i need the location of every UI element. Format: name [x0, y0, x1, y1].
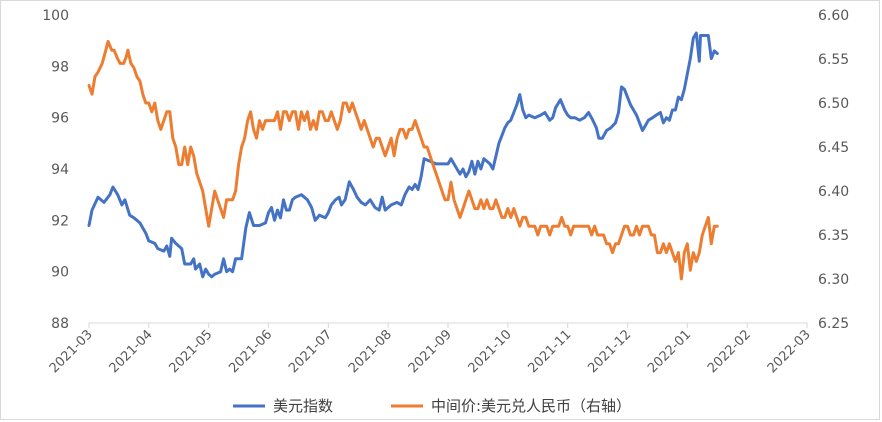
right-axis-tick-label: 6.30	[818, 272, 849, 288]
x-axis-tick-label: 2021-04	[107, 327, 156, 376]
x-axis-tick-label: 2022-02	[705, 327, 754, 376]
legend: 美元指数 中间价:美元兑人民币（右轴）	[233, 397, 631, 415]
series-line-2	[87, 39, 719, 281]
left-axis-tick-label: 98	[51, 59, 69, 75]
series-line-1	[87, 31, 719, 279]
x-axis-tick-label: 2021-10	[466, 327, 515, 376]
left-axis-tick-label: 92	[51, 213, 69, 229]
series-layer	[87, 31, 719, 281]
right-axis-tick-label: 6.40	[818, 184, 849, 200]
x-axis-tick-label: 2021-06	[226, 327, 275, 376]
x-axis-tick-label: 2021-03	[47, 327, 96, 376]
right-axis-ticks: 6.25 6.30 6.35 6.40 6.45 6.50 6.55 6.60	[818, 8, 849, 332]
x-axis-tick-label: 2022-01	[645, 327, 694, 376]
x-axis-tick-label: 2021-08	[346, 327, 395, 376]
x-axis-tick-label: 2021-07	[286, 327, 335, 376]
left-axis-tick-label: 90	[51, 265, 69, 281]
left-axis-tick-label: 94	[51, 162, 69, 178]
left-axis-tick-label: 88	[51, 316, 69, 332]
x-axis-tick-label: 2021-09	[406, 327, 455, 376]
right-axis-tick-label: 6.55	[818, 52, 849, 68]
legend-label-1: 美元指数	[273, 397, 333, 415]
left-axis-tick-label: 100	[42, 8, 69, 24]
right-axis-tick-label: 6.60	[818, 8, 849, 24]
left-axis-tick-label: 96	[51, 111, 69, 127]
right-axis-tick-label: 6.50	[818, 96, 849, 112]
right-axis-tick-label: 6.35	[818, 228, 849, 244]
x-axis-tick-label: 2021-12	[585, 327, 634, 376]
right-axis-tick-label: 6.45	[818, 140, 849, 156]
legend-label-2: 中间价:美元兑人民币（右轴）	[431, 397, 631, 415]
right-axis-tick-label: 6.25	[818, 316, 849, 332]
left-axis-ticks: 88 90 92 94 96 98 100	[42, 8, 69, 332]
x-axis-tick-label: 2022-03	[765, 327, 814, 376]
x-axis-tick-label: 2021-05	[166, 327, 215, 376]
x-axis-ticks: 2021-03 2021-04 2021-05 2021-06 2021-07 2021-…	[47, 323, 814, 376]
x-axis-tick-label: 2021-11	[525, 327, 574, 376]
